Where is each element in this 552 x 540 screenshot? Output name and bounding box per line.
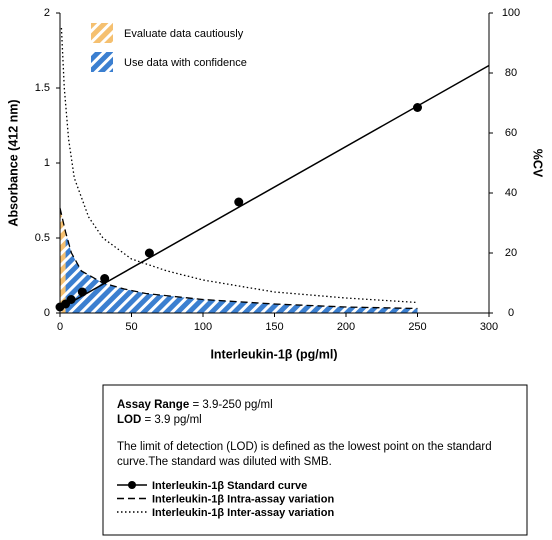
x-tick-label: 100	[194, 321, 212, 333]
legend-label: Interleukin-1β Inter-assay variation	[152, 507, 334, 519]
legend-label: Interleukin-1β Intra-assay variation	[152, 493, 334, 505]
y-axis-label: Absorbance (412 nm)	[6, 99, 20, 226]
note-text: = 3.9 pg/ml	[144, 414, 202, 426]
description: The limit of detection (LOD) is defined …	[117, 441, 492, 468]
series-line	[59, 207, 418, 310]
x-tick-label: 150	[265, 321, 283, 333]
note-label: LOD	[117, 414, 142, 426]
y2-tick-label: 60	[505, 127, 517, 139]
legend-marker	[128, 481, 136, 489]
legend-label: Use data with confidence	[124, 57, 247, 69]
note-label: Assay Range	[117, 399, 190, 411]
trend-line	[59, 64, 490, 310]
data-point	[144, 248, 154, 258]
series-line	[60, 27, 418, 304]
note-text: = 3.9-250 pg/ml	[192, 399, 273, 411]
note: LOD = 3.9 pg/ml	[117, 414, 202, 426]
data-point	[234, 197, 244, 207]
y2-tick-label: 100	[502, 7, 520, 19]
y-tick-label: 1.5	[35, 82, 50, 94]
y2-tick-label: 20	[505, 247, 517, 259]
x-tick-label: 300	[480, 321, 498, 333]
y-tick-label: 2	[44, 7, 50, 19]
x-axis-label: Interleukin-1β (pg/ml)	[210, 347, 337, 361]
legend-label: Evaluate data cautiously	[124, 28, 244, 40]
legend-swatch	[91, 52, 113, 72]
data-point	[413, 103, 422, 112]
y2-tick-label: 80	[505, 67, 517, 79]
x-tick-label: 50	[125, 321, 137, 333]
y2-tick-label: 0	[508, 307, 514, 319]
legend-label: Interleukin-1β Standard curve	[152, 480, 307, 492]
y-tick-label: 0	[44, 307, 50, 319]
x-tick-label: 250	[408, 321, 426, 333]
region	[60, 208, 66, 313]
data-point	[100, 274, 110, 283]
region	[65, 232, 418, 313]
data-point	[77, 287, 87, 297]
y2-tick-label: 40	[505, 187, 517, 199]
info-box	[102, 384, 528, 536]
y2-axis-label: %CV	[531, 149, 545, 178]
x-tick-label: 0	[57, 321, 63, 333]
data-point	[66, 295, 76, 304]
legend-swatch	[91, 23, 113, 43]
y-tick-label: 0.5	[35, 232, 50, 244]
y-tick-label: 1	[44, 157, 50, 169]
note: Assay Range = 3.9-250 pg/ml	[117, 399, 273, 411]
x-tick-label: 200	[337, 321, 355, 333]
